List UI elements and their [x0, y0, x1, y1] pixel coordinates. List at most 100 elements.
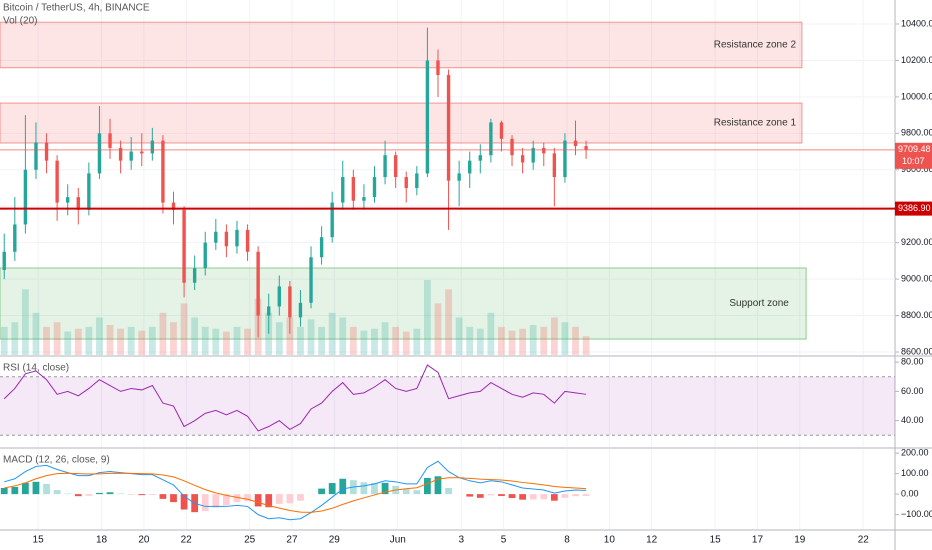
rsi-legend: RSI (14, close) [3, 363, 69, 374]
candle-body [446, 75, 451, 181]
candle-body [66, 197, 70, 203]
macd-histogram-bar [519, 494, 526, 500]
volume-bar [11, 322, 19, 355]
volume-bar [223, 331, 230, 355]
macd-legend: MACD (12, 26, close, 9) [3, 455, 110, 466]
candle-body [436, 60, 440, 76]
macd-histogram-bar [201, 494, 209, 511]
level-label: 9386.90 [898, 203, 931, 213]
candle-body [108, 133, 112, 148]
y-tick-label: 40.00 [901, 415, 924, 425]
candle-body [341, 177, 345, 203]
candle-body [478, 155, 482, 161]
macd-histogram-bar [360, 482, 368, 495]
macd-histogram-bar [508, 494, 516, 499]
macd-histogram-bar [371, 483, 378, 495]
candle-body [288, 286, 292, 318]
chart-title: Bitcoin / TetherUS, 4h, BINANCE [3, 3, 150, 14]
candle-body [510, 138, 514, 156]
macd-histogram-bar [170, 494, 177, 503]
zone [0, 21, 803, 69]
candle-body [415, 173, 419, 188]
macd-histogram-bar [498, 494, 505, 496]
candle-body [563, 140, 567, 178]
candle-body [97, 133, 102, 174]
candle-body [118, 147, 123, 161]
volume-bar [434, 303, 442, 355]
macd-histogram-bar [233, 494, 241, 503]
grid [0, 0, 895, 529]
macd-histogram-bar [223, 494, 230, 506]
macd-histogram-bar [413, 490, 421, 495]
candle-body [393, 155, 398, 178]
candle-body [192, 268, 197, 283]
candle-body [372, 177, 377, 198]
volume-bar [286, 317, 294, 355]
volume-bar [540, 326, 548, 355]
candle-body [87, 173, 91, 210]
volume-bar [106, 325, 114, 355]
volume-legend: Vol (20) [3, 16, 37, 27]
level-tag [895, 201, 932, 216]
macd-histogram-bar [339, 478, 347, 495]
volume-bar [508, 330, 516, 355]
macd-histogram-bar [11, 486, 19, 495]
x-tick-label: 18 [96, 535, 108, 546]
candle-body [584, 146, 588, 150]
volume-bar [307, 319, 315, 355]
macd-histogram-bar [582, 494, 590, 496]
candle-body [351, 177, 356, 201]
candle-body [129, 151, 133, 161]
macd-histogram-bar [275, 494, 283, 504]
y-tick-label: 60.00 [901, 386, 924, 396]
volume-bar [64, 331, 72, 355]
macd-histogram-bar [106, 492, 114, 495]
y-tick-label: 9200.00 [901, 237, 932, 247]
volume-bar [476, 328, 484, 355]
x-tick-label: 22 [181, 535, 193, 546]
macd-histogram-bar [318, 488, 325, 495]
candle-body [404, 177, 408, 188]
volume-bar [138, 330, 146, 355]
x-tick-label: 25 [244, 535, 256, 546]
candle-body [298, 302, 303, 318]
macd-histogram-bar [254, 494, 262, 507]
macd-histogram-bar [286, 494, 294, 504]
macd-histogram-bar [265, 494, 273, 508]
volume-bar [297, 326, 304, 355]
volume-bar [572, 326, 579, 355]
macd-histogram-bar [561, 494, 569, 498]
x-tick-label: 12 [646, 535, 658, 546]
x-tick-label: 22 [858, 535, 870, 546]
volume-bar [74, 328, 82, 355]
y-tick-label: 9800.00 [901, 128, 932, 138]
y-tick-label: 80.00 [901, 356, 924, 366]
volume-bar [550, 317, 558, 355]
candle-body [277, 286, 281, 307]
candle-body [214, 231, 218, 243]
volume-bar [0, 326, 8, 355]
volume-bar [392, 326, 400, 355]
macd-line [4, 472, 587, 513]
volume-bar [159, 312, 167, 355]
candle-body [330, 202, 334, 238]
macd-histogram-bar [244, 494, 251, 502]
candle-body [573, 140, 578, 147]
macd-histogram-bar [53, 490, 61, 495]
y-tick-label: 10400.00 [901, 18, 932, 28]
volume-bar [498, 326, 505, 355]
candle-body [531, 147, 535, 163]
y-tick-label: 8800.00 [901, 310, 932, 320]
candle-body [150, 140, 155, 154]
volume-bar [275, 322, 283, 355]
volume-bar [127, 326, 135, 355]
candle-body [425, 60, 430, 174]
candle-body [468, 160, 472, 174]
volume-bar [53, 322, 61, 355]
y-tick-label: 200.00 [901, 447, 929, 457]
x-tick-label: 20 [138, 535, 150, 546]
volume-bar [22, 289, 29, 355]
candle-body [267, 306, 271, 316]
candle-body [489, 122, 493, 156]
